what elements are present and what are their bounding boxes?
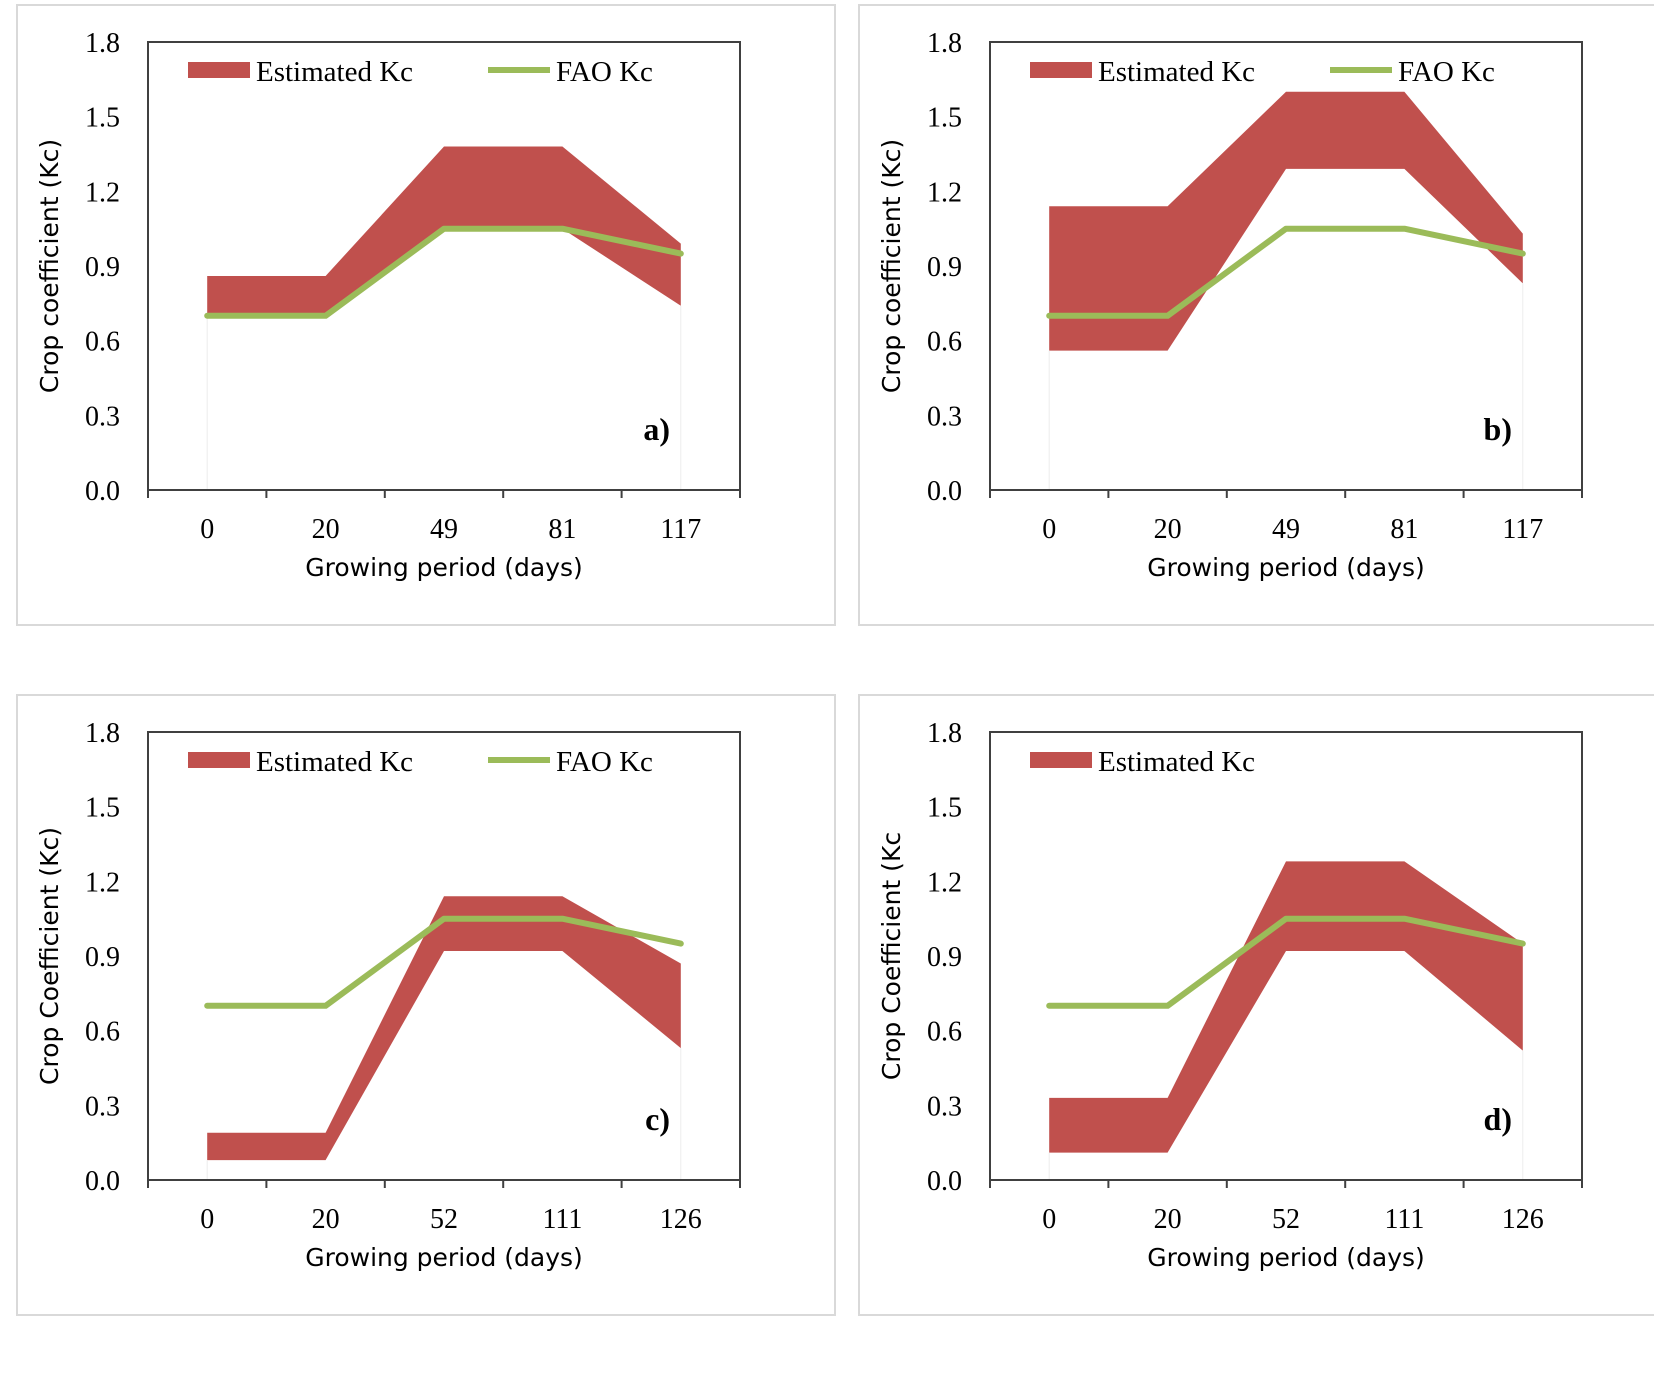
legend-swatch-estimated <box>188 62 250 78</box>
panel-label: a) <box>643 411 670 447</box>
chart-svg: 0.0 0.3 0.6 0.9 1.2 1.5 1.8 0 20 49 81 117 Growing p… <box>35 28 741 582</box>
x-axis-title: Growing period (days) <box>305 553 583 582</box>
y-tick-label: 0.6 <box>85 327 120 358</box>
estimated-kc-band <box>1049 91 1523 351</box>
legend-label-fao: FAO Kc <box>1398 56 1495 88</box>
chart-panel-b: 0.0 0.3 0.6 0.9 1.2 1.5 1.8 0 20 49 81 117 Growing p… <box>858 4 1654 626</box>
fao-kc-line <box>1046 225 1526 319</box>
estimated-kc-band <box>1049 861 1523 1153</box>
x-axis-title: Growing period (days) <box>1147 553 1425 582</box>
x-tick-label: 52 <box>430 1204 458 1235</box>
y-tick-label: 1.5 <box>927 103 962 134</box>
y-tick-label: 1.5 <box>85 793 120 824</box>
x-tick-label: 20 <box>1154 514 1182 545</box>
x-tick-label: 111 <box>542 1204 582 1235</box>
y-tick-label: 1.8 <box>927 718 962 749</box>
chart-panel-d: 0.0 0.3 0.6 0.9 1.2 1.5 1.8 0 20 52 111 126 Growing … <box>858 694 1654 1316</box>
y-tick-label: 0.9 <box>85 252 120 283</box>
fao-kc-line <box>204 225 684 319</box>
x-tick-label: 111 <box>1384 1204 1424 1235</box>
y-tick-label: 1.8 <box>85 28 120 59</box>
x-axis-title: Growing period (days) <box>305 1243 583 1272</box>
y-tick-label: 0.3 <box>85 401 120 432</box>
chart-svg: 0.0 0.3 0.6 0.9 1.2 1.5 1.8 0 20 52 111 126 Growing … <box>35 718 741 1272</box>
plot-frame <box>147 41 741 491</box>
legend-label-estimated: Estimated Kc <box>256 56 413 88</box>
legend-label-estimated: Estimated Kc <box>256 746 413 778</box>
chart-svg: 0.0 0.3 0.6 0.9 1.2 1.5 1.8 0 20 52 111 126 Growing … <box>877 718 1583 1272</box>
y-axis-title: Crop coefficient (Kc) <box>877 139 906 393</box>
y-tick-label: 0.0 <box>85 476 120 507</box>
x-tick-label: 126 <box>1502 1204 1544 1235</box>
y-tick-label: 0.0 <box>927 476 962 507</box>
x-tick-label: 117 <box>660 514 701 545</box>
y-tick-label: 0.6 <box>927 1017 962 1048</box>
y-tick-label: 1.2 <box>927 177 962 208</box>
y-axis-title: Crop coefficient (Kc) <box>35 139 64 393</box>
x-tick-label: 52 <box>1272 1204 1300 1235</box>
fao-kc-line <box>1046 915 1526 1009</box>
y-tick-label: 1.2 <box>927 867 962 898</box>
y-tick-label: 0.9 <box>927 252 962 283</box>
panel-label: c) <box>645 1101 670 1137</box>
legend-swatch-estimated <box>1030 62 1092 78</box>
y-tick-label: 0.6 <box>927 327 962 358</box>
y-tick-label: 1.5 <box>927 793 962 824</box>
y-axis-title: Crop Coefficient (Kc <box>877 832 906 1080</box>
x-tick-label: 49 <box>430 514 458 545</box>
panel-label: b) <box>1484 411 1512 447</box>
legend-label-fao: FAO Kc <box>556 56 653 88</box>
legend-label-fao: FAO Kc <box>556 746 653 778</box>
y-tick-label: 0.3 <box>927 1091 962 1122</box>
x-tick-label: 20 <box>312 514 340 545</box>
y-tick-label: 0.3 <box>927 401 962 432</box>
plot-frame <box>147 731 741 1181</box>
chart-panel-a: 0.0 0.3 0.6 0.9 1.2 1.5 1.8 0 20 49 81 117 Growing p… <box>16 4 836 626</box>
x-tick-label: 20 <box>1154 1204 1182 1235</box>
estimated-kc-band <box>207 896 681 1161</box>
y-tick-label: 0.9 <box>927 942 962 973</box>
y-tick-label: 0.0 <box>927 1166 962 1197</box>
x-axis-title: Growing period (days) <box>1147 1243 1425 1272</box>
x-tick-label: 0 <box>1042 514 1056 545</box>
x-tick-label: 20 <box>312 1204 340 1235</box>
y-tick-label: 1.8 <box>85 718 120 749</box>
x-tick-label: 81 <box>548 514 576 545</box>
x-tick-label: 117 <box>1502 514 1543 545</box>
y-axis-title: Crop Coefficient (Kc) <box>35 827 64 1085</box>
x-tick-label: 0 <box>1042 1204 1056 1235</box>
chart-svg: 0.0 0.3 0.6 0.9 1.2 1.5 1.8 0 20 49 81 117 Growing p… <box>877 28 1583 582</box>
y-tick-label: 0.9 <box>85 942 120 973</box>
x-tick-label: 0 <box>200 514 214 545</box>
plot-frame <box>989 41 1583 491</box>
legend-swatch-estimated <box>188 752 250 768</box>
y-tick-label: 1.8 <box>927 28 962 59</box>
legend-label-estimated: Estimated Kc <box>1098 56 1255 88</box>
chart-panel-c: 0.0 0.3 0.6 0.9 1.2 1.5 1.8 0 20 52 111 126 Growing … <box>16 694 836 1316</box>
y-tick-label: 0.6 <box>85 1017 120 1048</box>
legend-swatch-estimated <box>1030 752 1092 768</box>
fao-kc-line <box>204 915 684 1009</box>
y-tick-label: 1.2 <box>85 177 120 208</box>
y-tick-label: 1.2 <box>85 867 120 898</box>
panel-label: d) <box>1484 1101 1512 1137</box>
plot-frame <box>989 731 1583 1181</box>
x-tick-label: 0 <box>200 1204 214 1235</box>
legend-label-estimated: Estimated Kc <box>1098 746 1255 778</box>
y-tick-label: 0.3 <box>85 1091 120 1122</box>
x-tick-label: 81 <box>1390 514 1418 545</box>
estimated-kc-band <box>207 146 681 316</box>
y-tick-label: 1.5 <box>85 103 120 134</box>
x-tick-label: 126 <box>660 1204 702 1235</box>
y-tick-label: 0.0 <box>85 1166 120 1197</box>
x-tick-label: 49 <box>1272 514 1300 545</box>
